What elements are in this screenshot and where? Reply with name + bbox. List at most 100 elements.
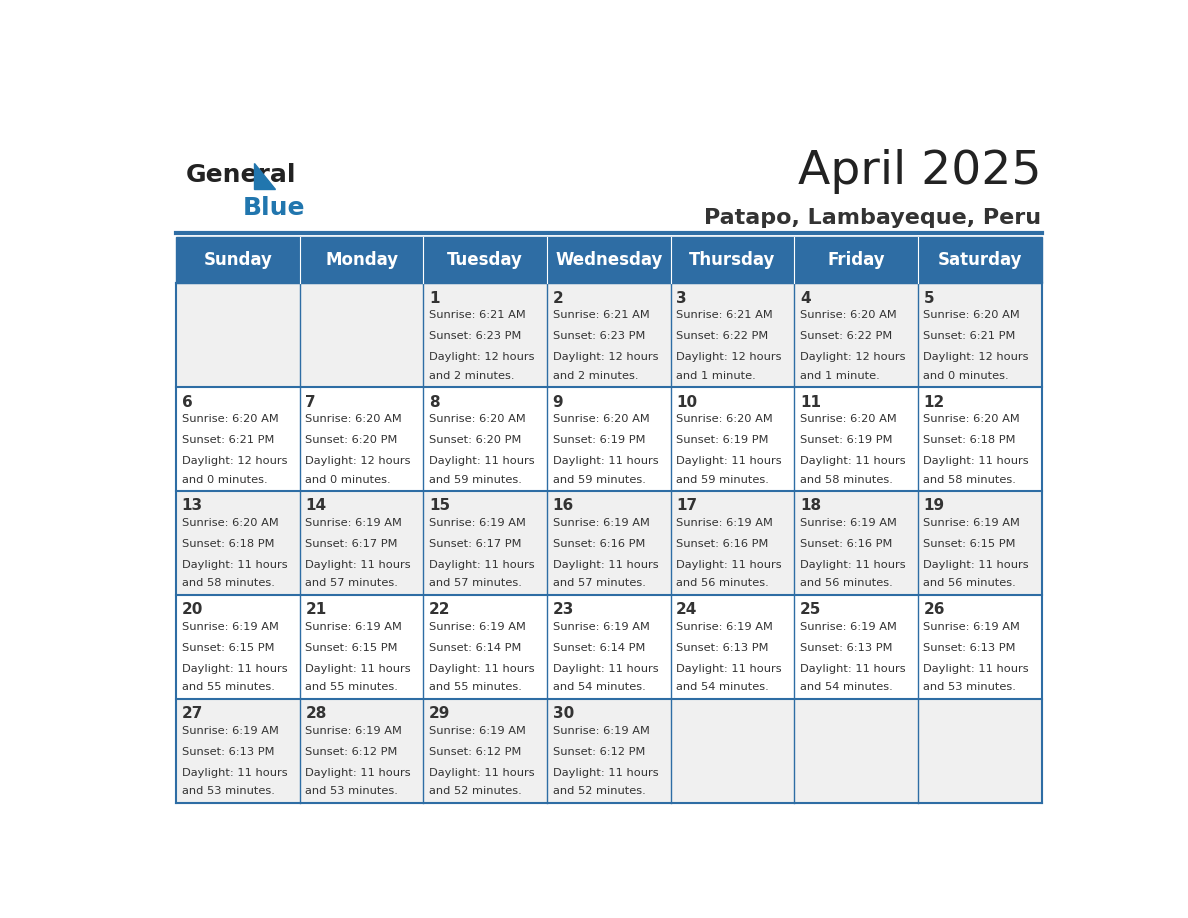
Text: Daylight: 12 hours: Daylight: 12 hours <box>552 352 658 362</box>
Text: 16: 16 <box>552 498 574 513</box>
Text: Tuesday: Tuesday <box>447 252 523 269</box>
Text: Daylight: 12 hours: Daylight: 12 hours <box>923 352 1029 362</box>
Text: and 55 minutes.: and 55 minutes. <box>429 682 522 692</box>
Bar <box>423 238 546 284</box>
Text: Sunset: 6:18 PM: Sunset: 6:18 PM <box>923 435 1016 445</box>
Text: and 0 minutes.: and 0 minutes. <box>305 475 391 485</box>
Text: Sunrise: 6:19 AM: Sunrise: 6:19 AM <box>552 622 650 633</box>
Text: Sunset: 6:22 PM: Sunset: 6:22 PM <box>800 331 892 341</box>
Text: 26: 26 <box>923 602 944 617</box>
Bar <box>795 595 918 699</box>
Text: Patapo, Lambayeque, Peru: Patapo, Lambayeque, Peru <box>704 207 1042 228</box>
Text: Sunrise: 6:20 AM: Sunrise: 6:20 AM <box>800 310 897 320</box>
Text: 18: 18 <box>800 498 821 513</box>
Text: Sunset: 6:19 PM: Sunset: 6:19 PM <box>552 435 645 445</box>
Text: and 2 minutes.: and 2 minutes. <box>429 371 514 381</box>
Text: Daylight: 12 hours: Daylight: 12 hours <box>429 352 535 362</box>
Text: and 58 minutes.: and 58 minutes. <box>182 578 274 588</box>
Text: 27: 27 <box>182 706 203 722</box>
Text: Sunset: 6:13 PM: Sunset: 6:13 PM <box>676 643 769 653</box>
Text: Daylight: 11 hours: Daylight: 11 hours <box>676 456 782 465</box>
Text: Sunrise: 6:19 AM: Sunrise: 6:19 AM <box>429 518 526 528</box>
Bar <box>918 284 1042 387</box>
Text: Sunrise: 6:19 AM: Sunrise: 6:19 AM <box>305 518 403 528</box>
Bar <box>671 491 795 595</box>
Bar <box>176 238 299 284</box>
Text: Sunset: 6:13 PM: Sunset: 6:13 PM <box>800 643 892 653</box>
Text: Sunset: 6:17 PM: Sunset: 6:17 PM <box>429 539 522 549</box>
Text: Sunrise: 6:19 AM: Sunrise: 6:19 AM <box>552 726 650 736</box>
Text: 7: 7 <box>305 395 316 409</box>
Bar <box>671 699 795 803</box>
Text: Sunset: 6:16 PM: Sunset: 6:16 PM <box>676 539 769 549</box>
Text: and 0 minutes.: and 0 minutes. <box>923 371 1009 381</box>
Text: Blue: Blue <box>242 196 305 220</box>
Bar <box>671 387 795 491</box>
Text: Daylight: 11 hours: Daylight: 11 hours <box>182 664 287 674</box>
Text: Sunrise: 6:20 AM: Sunrise: 6:20 AM <box>676 414 773 424</box>
Text: Sunset: 6:12 PM: Sunset: 6:12 PM <box>305 746 398 756</box>
Bar <box>918 387 1042 491</box>
Text: 5: 5 <box>923 291 934 306</box>
Text: Sunset: 6:21 PM: Sunset: 6:21 PM <box>182 435 274 445</box>
Text: Sunrise: 6:20 AM: Sunrise: 6:20 AM <box>182 518 278 528</box>
Text: 22: 22 <box>429 602 450 617</box>
Bar <box>176 387 299 491</box>
Text: Sunrise: 6:19 AM: Sunrise: 6:19 AM <box>923 518 1020 528</box>
Text: and 57 minutes.: and 57 minutes. <box>429 578 522 588</box>
Text: 4: 4 <box>800 291 810 306</box>
Text: Sunrise: 6:19 AM: Sunrise: 6:19 AM <box>429 622 526 633</box>
Text: and 54 minutes.: and 54 minutes. <box>800 682 892 692</box>
Text: and 59 minutes.: and 59 minutes. <box>429 475 522 485</box>
Text: and 1 minute.: and 1 minute. <box>676 371 756 381</box>
Bar <box>795 699 918 803</box>
Text: Sunset: 6:17 PM: Sunset: 6:17 PM <box>305 539 398 549</box>
Text: Monday: Monday <box>326 252 398 269</box>
Text: Daylight: 11 hours: Daylight: 11 hours <box>552 456 658 465</box>
Bar <box>918 699 1042 803</box>
Bar <box>299 595 423 699</box>
Text: Sunrise: 6:19 AM: Sunrise: 6:19 AM <box>923 622 1020 633</box>
Text: Sunrise: 6:19 AM: Sunrise: 6:19 AM <box>800 518 897 528</box>
Text: 8: 8 <box>429 395 440 409</box>
Text: Daylight: 11 hours: Daylight: 11 hours <box>676 560 782 570</box>
Polygon shape <box>254 163 274 189</box>
Text: and 54 minutes.: and 54 minutes. <box>676 682 769 692</box>
Text: Sunset: 6:19 PM: Sunset: 6:19 PM <box>676 435 769 445</box>
Text: Sunrise: 6:19 AM: Sunrise: 6:19 AM <box>676 518 773 528</box>
Text: Sunrise: 6:19 AM: Sunrise: 6:19 AM <box>182 726 278 736</box>
Text: Sunrise: 6:19 AM: Sunrise: 6:19 AM <box>552 518 650 528</box>
Bar <box>671 238 795 284</box>
Text: Daylight: 12 hours: Daylight: 12 hours <box>182 456 287 465</box>
Text: Sunset: 6:20 PM: Sunset: 6:20 PM <box>305 435 398 445</box>
Text: 12: 12 <box>923 395 944 409</box>
Text: 30: 30 <box>552 706 574 722</box>
Bar <box>299 699 423 803</box>
Text: 19: 19 <box>923 498 944 513</box>
Text: 28: 28 <box>305 706 327 722</box>
Text: Sunday: Sunday <box>203 252 272 269</box>
Text: Sunrise: 6:21 AM: Sunrise: 6:21 AM <box>676 310 773 320</box>
Bar <box>795 238 918 284</box>
Text: Daylight: 11 hours: Daylight: 11 hours <box>429 456 535 465</box>
Text: 23: 23 <box>552 602 574 617</box>
Text: Daylight: 11 hours: Daylight: 11 hours <box>800 664 905 674</box>
Text: Sunset: 6:23 PM: Sunset: 6:23 PM <box>552 331 645 341</box>
Text: and 55 minutes.: and 55 minutes. <box>182 682 274 692</box>
Text: Sunset: 6:22 PM: Sunset: 6:22 PM <box>676 331 769 341</box>
Text: Sunrise: 6:21 AM: Sunrise: 6:21 AM <box>552 310 650 320</box>
Text: 1: 1 <box>429 291 440 306</box>
Bar <box>546 284 671 387</box>
Bar <box>299 238 423 284</box>
Text: Sunrise: 6:19 AM: Sunrise: 6:19 AM <box>305 726 403 736</box>
Text: Sunrise: 6:19 AM: Sunrise: 6:19 AM <box>676 622 773 633</box>
Text: Sunset: 6:16 PM: Sunset: 6:16 PM <box>800 539 892 549</box>
Text: Friday: Friday <box>827 252 885 269</box>
Bar <box>423 491 546 595</box>
Bar <box>546 595 671 699</box>
Text: Daylight: 11 hours: Daylight: 11 hours <box>429 767 535 778</box>
Bar <box>423 595 546 699</box>
Text: 9: 9 <box>552 395 563 409</box>
Bar <box>176 699 299 803</box>
Text: and 59 minutes.: and 59 minutes. <box>552 475 645 485</box>
